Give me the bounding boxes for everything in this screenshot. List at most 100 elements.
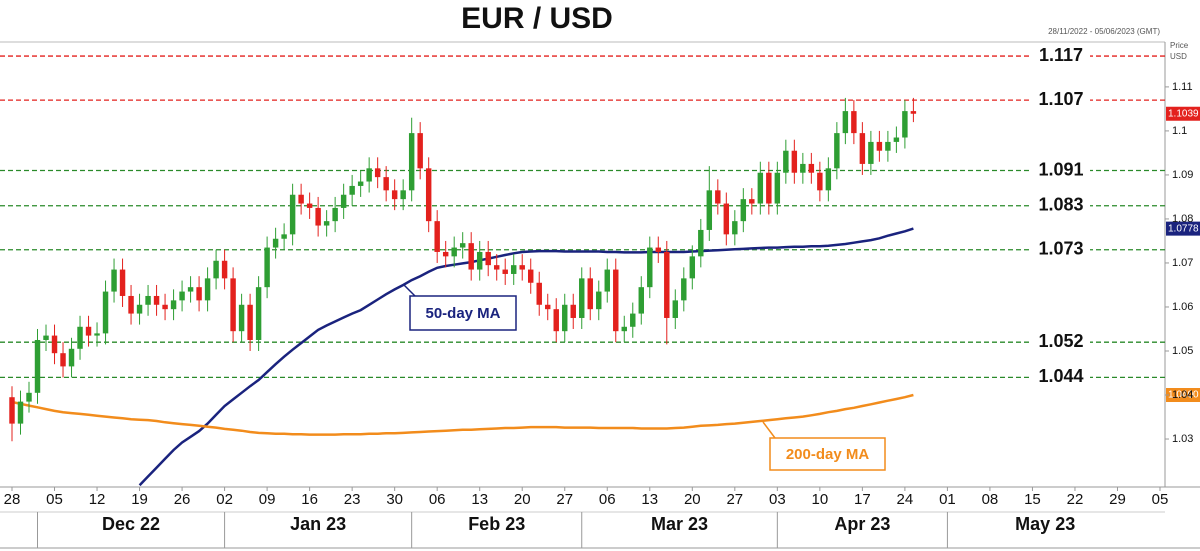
candle-body	[374, 168, 381, 178]
candle-body	[664, 251, 670, 318]
candle-body	[34, 339, 41, 393]
candle-body	[800, 163, 806, 173]
x-tick-label: 08	[982, 491, 999, 508]
x-tick-label: 05	[1152, 491, 1169, 508]
candle-body	[859, 133, 866, 164]
candle-body	[187, 287, 194, 292]
y-tick-label: 1.05	[1172, 345, 1193, 357]
chart-title: EUR / USD	[461, 2, 613, 35]
candle-body	[570, 304, 576, 318]
candle-body	[893, 137, 900, 142]
candle-body	[851, 111, 857, 134]
x-tick-label: 30	[386, 491, 403, 508]
candle-body	[111, 269, 117, 292]
candle-body	[468, 243, 474, 270]
candle-body	[630, 313, 636, 327]
annotation-box	[769, 437, 886, 471]
candle-body	[723, 203, 730, 235]
candle-body	[485, 251, 491, 266]
level-label-bg	[1032, 239, 1090, 260]
candle-body	[672, 300, 679, 318]
x-tick-label: 02	[216, 491, 233, 508]
candle-body	[689, 256, 696, 279]
candle-body	[774, 172, 781, 204]
candle-body	[834, 133, 840, 169]
level-label-bg	[1032, 367, 1090, 388]
x-tick-label: 22	[1067, 491, 1084, 508]
candle-body	[408, 133, 415, 191]
plot-area	[9, 97, 917, 487]
date-range: 28/11/2022 - 05/06/2023 (GMT)	[1048, 27, 1160, 36]
ma200-last: 1.0400	[1168, 390, 1199, 401]
annotation-label: 200-day MA	[786, 446, 870, 463]
y-tick-label: 1.09	[1172, 169, 1193, 181]
candle-body	[349, 185, 355, 195]
candle-body	[179, 291, 185, 301]
candle-body	[68, 348, 75, 367]
ma-line	[138, 227, 914, 487]
candle-body	[315, 207, 321, 226]
candle-body	[493, 265, 500, 270]
candle-body	[102, 291, 109, 334]
candle-body	[162, 304, 168, 310]
candle-body	[596, 291, 602, 310]
x-tick-label: 26	[174, 491, 191, 508]
candle-body	[221, 260, 228, 279]
x-tick-label: 12	[89, 491, 106, 508]
y-tick-label: 1.11	[1172, 81, 1193, 93]
candle-body	[621, 326, 627, 332]
candle-body	[459, 243, 466, 248]
x-tick-label: 29	[1109, 491, 1126, 508]
x-tick-label: 10	[812, 491, 829, 508]
candle-body	[281, 234, 287, 239]
x-tick-label: 15	[1024, 491, 1041, 508]
x-tick-label: 13	[641, 491, 658, 508]
candle-body	[876, 141, 883, 151]
candle-body	[213, 260, 219, 279]
x-tick-label: 27	[726, 491, 743, 508]
candle-body	[383, 177, 389, 191]
candle-body	[128, 295, 134, 314]
candle-body	[298, 194, 304, 204]
candle-body	[528, 269, 534, 283]
axis-label: Price	[1170, 41, 1189, 50]
x-tick-label: 24	[897, 491, 914, 508]
candle-body	[43, 335, 49, 340]
candle-body	[885, 141, 891, 151]
candle-body	[119, 269, 126, 296]
level-label: 1.052	[1038, 331, 1083, 351]
annotation-box	[409, 295, 517, 331]
ma200-last-bg	[1166, 388, 1200, 403]
candle-body	[868, 141, 874, 164]
candle-body	[825, 168, 832, 191]
candle-body	[655, 247, 662, 252]
x-tick-label: 20	[514, 491, 531, 508]
x-tick-label: 27	[556, 491, 573, 508]
candle-body	[264, 247, 270, 288]
candle-body	[145, 295, 151, 305]
candle-body	[417, 133, 423, 169]
x-tick-label: 28	[4, 491, 21, 508]
candle-body	[553, 309, 559, 332]
candle-body	[476, 251, 483, 270]
candle-body	[434, 221, 440, 252]
candle-body	[817, 172, 823, 191]
ma50-last-bg	[1166, 221, 1200, 236]
candle-body	[196, 287, 202, 301]
candle-body	[17, 401, 24, 424]
candle-body	[170, 300, 177, 310]
y-tick-label: 1.06	[1172, 301, 1193, 313]
x-tick-label: 19	[131, 491, 148, 508]
x-tick-label: 01	[939, 491, 956, 508]
candle-body	[545, 304, 551, 310]
y-tick-label: 1.08	[1172, 213, 1193, 225]
candle-body	[587, 278, 593, 310]
candle-body	[638, 287, 644, 314]
x-tick-label: 23	[344, 491, 361, 508]
candle-body	[332, 207, 338, 222]
level-label: 1.107	[1038, 89, 1083, 109]
candle-body	[579, 278, 585, 318]
candle-body	[749, 199, 755, 204]
candle-body	[783, 150, 789, 173]
